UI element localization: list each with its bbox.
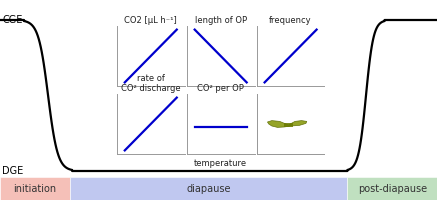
FancyBboxPatch shape xyxy=(347,177,437,200)
Text: CGE: CGE xyxy=(2,15,23,25)
Text: CO2 [μL h⁻¹]: CO2 [μL h⁻¹] xyxy=(125,16,177,25)
FancyBboxPatch shape xyxy=(70,177,347,200)
FancyBboxPatch shape xyxy=(0,177,70,200)
Text: CO² per OP: CO² per OP xyxy=(197,84,244,93)
Text: diapause: diapause xyxy=(187,184,231,194)
Polygon shape xyxy=(284,123,293,127)
Polygon shape xyxy=(267,121,307,127)
Text: initiation: initiation xyxy=(14,184,56,194)
Text: rate of
CO² discharge: rate of CO² discharge xyxy=(121,74,180,93)
Text: post-diapause: post-diapause xyxy=(357,184,427,194)
Text: DGE: DGE xyxy=(2,166,24,176)
Text: temperature: temperature xyxy=(194,159,247,168)
Text: length of OP: length of OP xyxy=(194,16,247,25)
Text: frequency: frequency xyxy=(269,16,312,25)
